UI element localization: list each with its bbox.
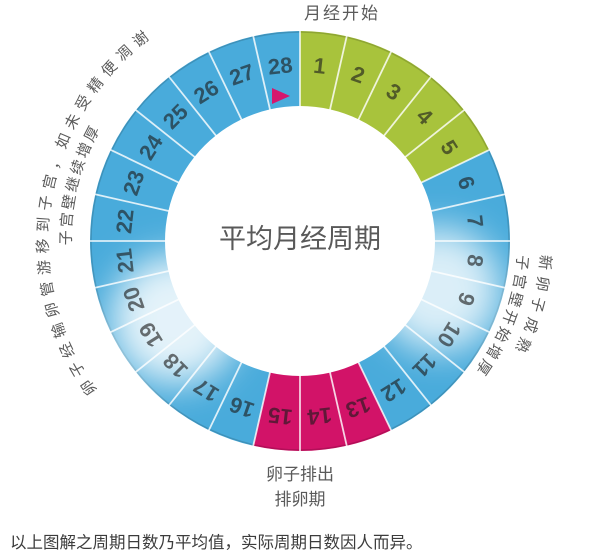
svg-text:宫: 宫 [58, 212, 76, 228]
svg-text:平均月经周期: 平均月经周期 [219, 224, 381, 254]
svg-text:排卵期: 排卵期 [275, 490, 326, 509]
svg-text:以上图解之周期日数乃平均值，实际周期日数因人而异。: 以上图解之周期日数乃平均值，实际周期日数因人而异。 [10, 533, 423, 552]
svg-text:到: 到 [35, 216, 53, 232]
svg-text:凋: 凋 [113, 42, 136, 65]
svg-text:卵: 卵 [43, 300, 63, 319]
svg-text:21: 21 [111, 247, 139, 274]
svg-text:卵子排出: 卵子排出 [266, 465, 334, 484]
svg-text:15: 15 [267, 402, 294, 430]
svg-text:卵: 卵 [78, 376, 101, 398]
svg-text:始: 始 [491, 324, 513, 345]
svg-text:卵: 卵 [532, 275, 551, 293]
svg-text:厚: 厚 [472, 356, 495, 378]
svg-text:子: 子 [512, 254, 530, 271]
svg-text:壁: 壁 [60, 193, 79, 211]
svg-text:未: 未 [62, 111, 84, 132]
svg-text:管: 管 [38, 280, 57, 298]
svg-text:子: 子 [66, 358, 88, 379]
svg-text:22: 22 [111, 208, 139, 235]
svg-text:继: 继 [63, 175, 83, 194]
svg-text:经: 经 [57, 339, 79, 360]
svg-text:宫: 宫 [40, 173, 60, 192]
svg-text:续: 续 [68, 157, 89, 177]
svg-text:14: 14 [305, 402, 333, 430]
svg-text:成: 成 [520, 315, 541, 335]
svg-text:宫: 宫 [509, 272, 528, 290]
svg-text:新: 新 [535, 254, 553, 270]
svg-text:厚: 厚 [81, 124, 103, 145]
svg-text:移: 移 [35, 238, 52, 253]
svg-text:精: 精 [85, 74, 108, 96]
svg-text:子: 子 [58, 230, 75, 245]
svg-text:熟: 熟 [512, 334, 534, 355]
svg-text:开: 开 [499, 307, 520, 327]
svg-text:游: 游 [36, 259, 54, 276]
svg-text:输: 输 [49, 320, 70, 340]
svg-text:子: 子 [37, 194, 56, 211]
svg-text:便: 便 [98, 58, 121, 81]
svg-text:受: 受 [72, 92, 94, 114]
svg-text:壁: 壁 [505, 290, 525, 309]
svg-text:子: 子 [527, 295, 547, 314]
svg-text:谢: 谢 [130, 28, 152, 51]
svg-text:月经开始: 月经开始 [304, 4, 380, 23]
svg-text:28: 28 [267, 52, 294, 80]
svg-text:如: 如 [53, 131, 75, 151]
svg-text:，: ， [46, 152, 67, 172]
